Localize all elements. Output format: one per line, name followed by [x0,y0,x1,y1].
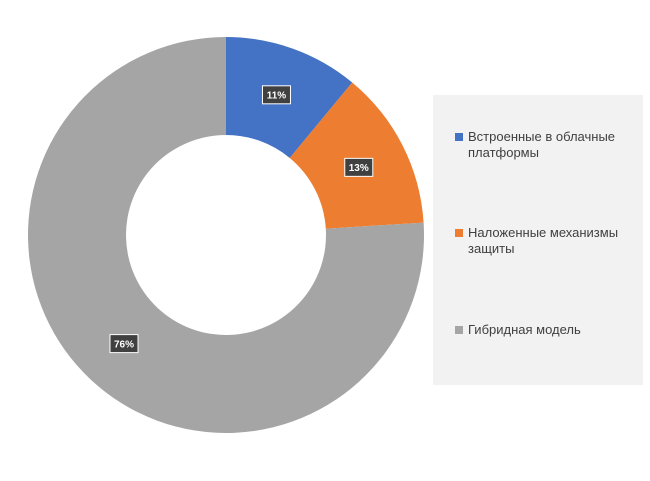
data-label-box [109,334,139,354]
legend: Встроенные в облачные платформы Наложенны… [433,95,643,385]
legend-swatch [455,133,463,141]
data-label-box [261,85,291,105]
donut-segment [289,82,424,229]
data-label: 13% [349,163,369,174]
legend-item: Наложенные механизмы защиты [455,225,648,257]
legend-swatch [455,326,463,334]
donut-segment [27,37,424,433]
legend-swatch [455,229,463,237]
data-label: 11% [267,90,287,101]
legend-label: Гибридная модель [468,322,581,337]
legend-item: Встроенные в облачные платформы [455,129,648,161]
legend-label: Встроенные в облачные платформы [468,129,616,160]
data-label: 76% [114,339,134,350]
data-label-box [344,157,374,177]
legend-item: Гибридная модель [455,322,648,338]
legend-label: Наложенные механизмы защиты [468,225,619,256]
